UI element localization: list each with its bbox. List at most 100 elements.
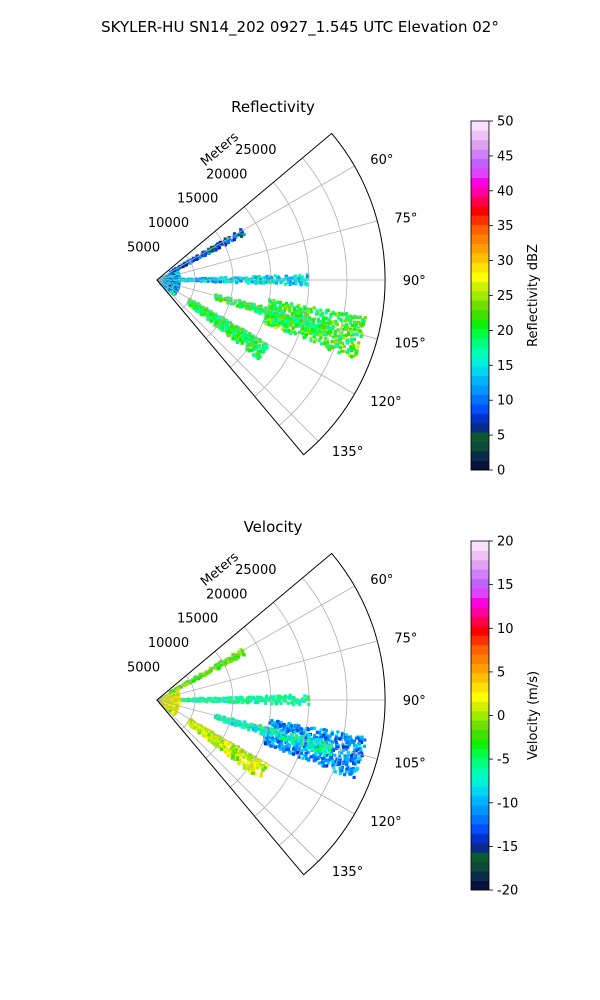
range-ring bbox=[254, 602, 310, 817]
radar-cell bbox=[263, 280, 268, 285]
radar-cell bbox=[223, 298, 227, 302]
radar-cell bbox=[359, 334, 363, 339]
radar-cell bbox=[286, 747, 291, 751]
radar-cell bbox=[290, 312, 294, 316]
radar-cell bbox=[169, 290, 173, 294]
radar-cell bbox=[355, 743, 359, 747]
radar-cell bbox=[322, 329, 326, 333]
radar-cell bbox=[245, 696, 249, 700]
colorbar-segment bbox=[471, 625, 489, 636]
radar-cell bbox=[287, 305, 291, 309]
radar-cell bbox=[163, 705, 167, 709]
radar-cell bbox=[338, 758, 342, 763]
radar-cell bbox=[270, 719, 274, 723]
radar-cell bbox=[335, 763, 339, 767]
radar-cell bbox=[338, 772, 342, 776]
radar-cell bbox=[304, 754, 308, 758]
radar-cell bbox=[335, 313, 339, 317]
radar-cell bbox=[272, 699, 276, 703]
radar-cell bbox=[293, 277, 297, 281]
radar-cell bbox=[272, 280, 276, 284]
colorbar-tick-label: 10 bbox=[497, 622, 514, 637]
radar-cell bbox=[354, 759, 358, 763]
radar-cell bbox=[256, 356, 260, 360]
radar-cell bbox=[230, 302, 234, 306]
radar-cell bbox=[264, 322, 268, 326]
colorbar-segment bbox=[471, 814, 489, 825]
radar-cell bbox=[236, 331, 241, 335]
radar-cell bbox=[354, 349, 358, 353]
radar-cell bbox=[353, 762, 357, 766]
radar-cell bbox=[224, 325, 228, 329]
radar-cell bbox=[335, 323, 340, 327]
radar-cell bbox=[218, 276, 222, 280]
radar-cell bbox=[334, 337, 338, 341]
radar-cell bbox=[230, 756, 234, 760]
theta-tick-label: 90° bbox=[403, 274, 426, 289]
radar-cell bbox=[241, 723, 245, 727]
radar-cell bbox=[325, 764, 329, 768]
radar-cell bbox=[262, 310, 266, 314]
radar-cell bbox=[213, 277, 217, 281]
radar-cell bbox=[298, 315, 302, 319]
colorbar-segment bbox=[471, 767, 489, 778]
radar-cell bbox=[214, 248, 218, 252]
radar-cell bbox=[161, 283, 165, 287]
radar-cell bbox=[224, 699, 228, 703]
radar-cell bbox=[222, 720, 226, 724]
colorbar-segment bbox=[471, 460, 489, 471]
radar-cell bbox=[338, 341, 342, 345]
colorbar-segment bbox=[471, 234, 489, 245]
radar-cell bbox=[230, 323, 234, 327]
colorbar-segment bbox=[471, 196, 489, 207]
radar-cell bbox=[217, 717, 221, 721]
radar-cell bbox=[256, 345, 261, 350]
radar-cell bbox=[267, 304, 271, 308]
radar-cell bbox=[327, 331, 331, 335]
radar-cell bbox=[315, 326, 320, 330]
radar-cell bbox=[325, 344, 329, 348]
radar-cell bbox=[207, 738, 211, 742]
radar-cell bbox=[352, 333, 356, 337]
radar-cell bbox=[356, 345, 360, 349]
radar-cell bbox=[199, 312, 204, 317]
radar-cell bbox=[289, 316, 293, 320]
theta-tick-label: 105° bbox=[394, 337, 425, 352]
radar-cell bbox=[289, 321, 293, 325]
radar-cell bbox=[267, 743, 271, 747]
colorbar-segment bbox=[471, 290, 489, 301]
radar-cell bbox=[258, 724, 262, 728]
colorbar-segment bbox=[471, 130, 489, 141]
radar-cell bbox=[223, 277, 227, 281]
radar-cell bbox=[331, 324, 335, 328]
radar-cell bbox=[237, 652, 242, 656]
radar-cell bbox=[253, 725, 257, 729]
radar-cell bbox=[274, 737, 278, 741]
radar-cell bbox=[319, 308, 323, 312]
radar-cell bbox=[233, 657, 237, 661]
radar-cell bbox=[328, 348, 332, 352]
radar-cell bbox=[201, 733, 205, 738]
azimuth-spoke bbox=[156, 279, 378, 340]
radar-cell bbox=[348, 353, 352, 357]
radar-cell bbox=[346, 752, 351, 756]
colorbar-label: Reflectivity dBZ bbox=[526, 244, 541, 347]
azimuth-spoke bbox=[156, 279, 355, 395]
radar-cell bbox=[220, 717, 224, 721]
radar-cell bbox=[286, 701, 290, 705]
radar-cell bbox=[250, 337, 254, 341]
radar-cell bbox=[308, 327, 312, 331]
radar-cell bbox=[236, 700, 240, 704]
radar-cell bbox=[359, 329, 363, 333]
radar-cell bbox=[329, 756, 333, 760]
azimuth-spoke bbox=[156, 699, 378, 760]
radar-cell bbox=[242, 763, 246, 767]
radar-cell bbox=[289, 738, 293, 742]
radar-cell bbox=[302, 729, 306, 734]
radar-cell bbox=[277, 740, 281, 744]
radar-cell bbox=[324, 333, 328, 337]
radar-cell bbox=[337, 754, 341, 758]
radar-cell bbox=[352, 344, 356, 348]
radar-cell bbox=[294, 332, 298, 336]
radar-cell bbox=[331, 764, 335, 768]
